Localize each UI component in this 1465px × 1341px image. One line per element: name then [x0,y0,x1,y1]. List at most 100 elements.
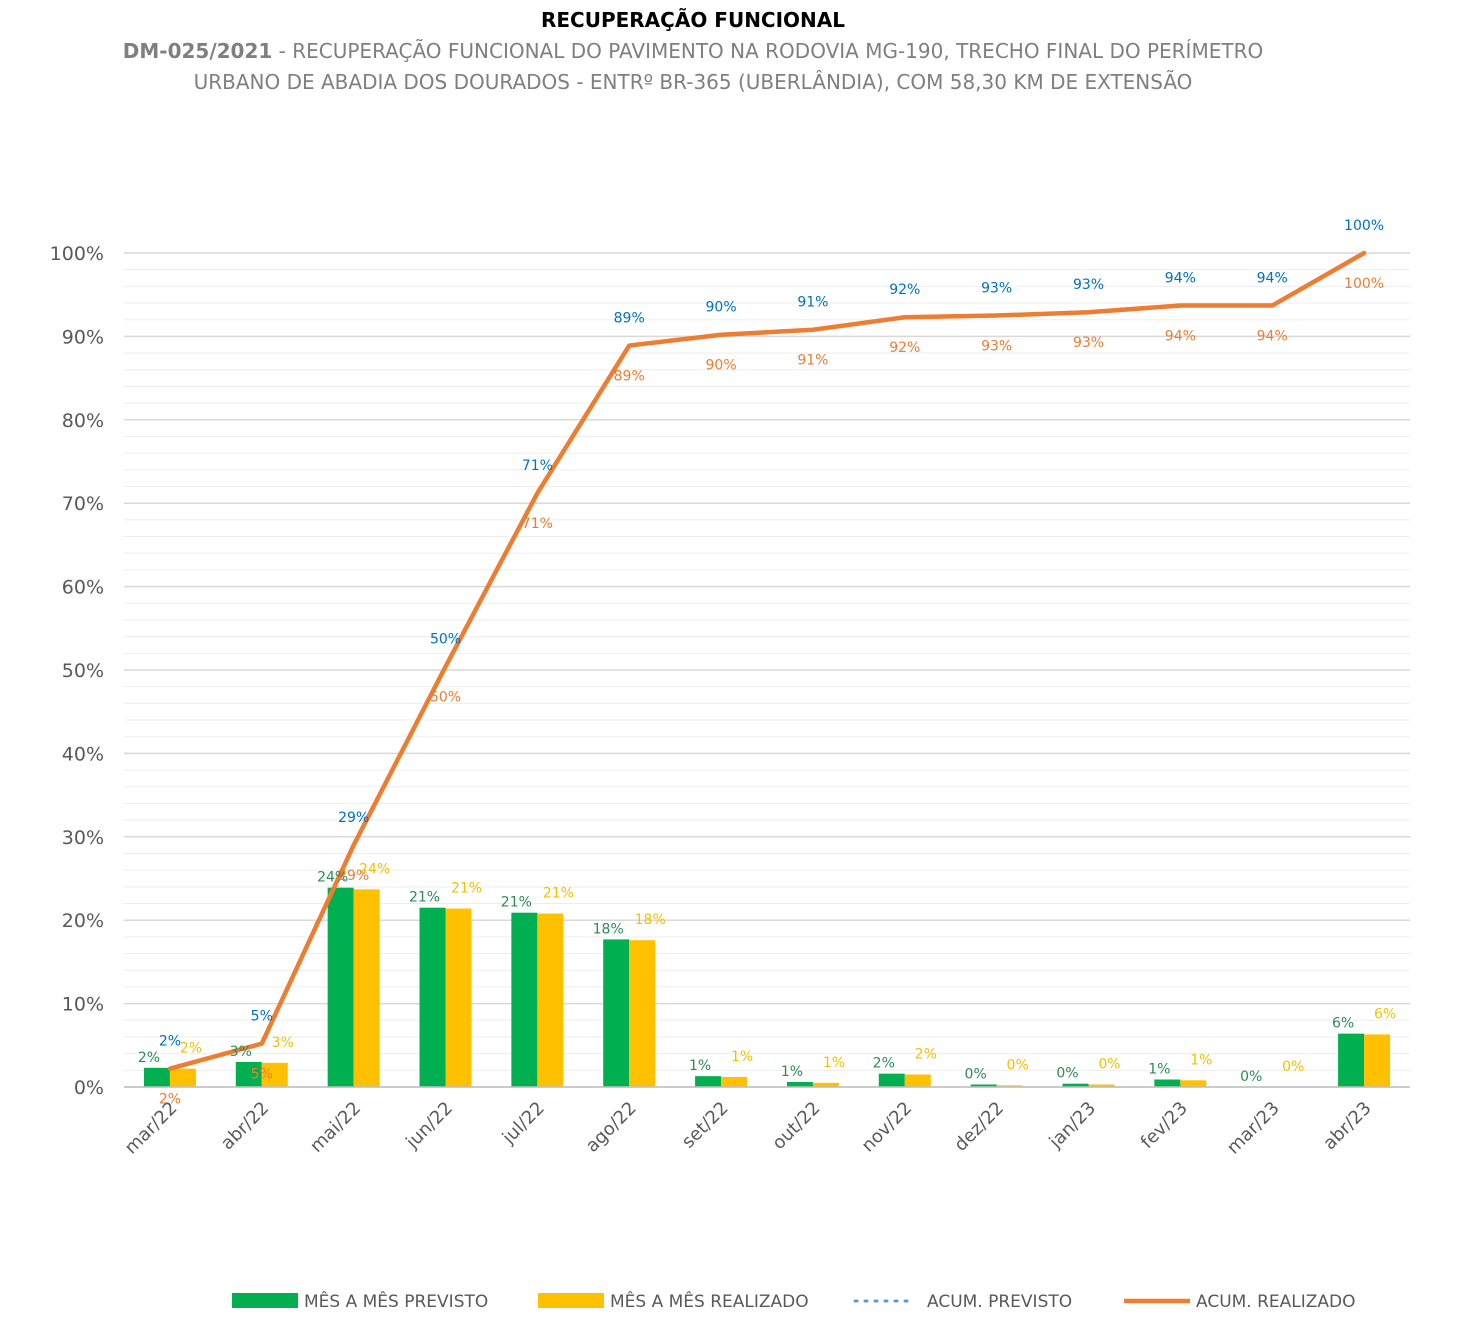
chart-subtitle-text: - RECUPERAÇÃO FUNCIONAL DO PAVIMENTO NA … [272,39,1263,63]
data-label-acum-previsto: 71% [522,458,553,474]
x-tick-label: nov/22 [858,1098,917,1157]
bar-previsto [970,1084,997,1087]
data-label-acum-previsto: 100% [1344,218,1384,234]
data-label-previsto: 18% [593,921,624,937]
bar-previsto [1062,1083,1089,1087]
data-label-previsto: 3% [230,1044,252,1060]
data-label-acum-realizado: 89% [614,369,645,385]
bar-realizado [169,1068,196,1087]
bar-realizado [629,940,656,1087]
bar-previsto [786,1081,813,1087]
data-label-acum-previsto: 93% [981,281,1012,297]
x-tick-label: abr/22 [217,1098,273,1154]
x-tick-label: mar/23 [1223,1098,1284,1159]
chart-title: RECUPERAÇÃO FUNCIONAL [541,8,845,32]
data-labels: 2% 3%24%21% 21%18%1% 1%2%0% 0% 1% 0%6%2% 3%24%2… [138,218,1396,1108]
x-tick-label: ago/22 [582,1098,641,1157]
data-label-realizado: 1% [731,1049,753,1065]
data-label-acum-realizado: 94% [1257,329,1288,345]
x-tick-label: jun/22 [401,1098,457,1154]
x-tick-label: out/22 [768,1098,824,1154]
data-label-previsto: 1% [1148,1061,1170,1077]
data-label-acum-realizado: 91% [797,353,828,369]
x-tick-label: mar/22 [121,1098,182,1159]
data-label-acum-realizado: 92% [889,340,920,356]
y-axis: 0% 10% 20% 30% 40% 50% 60% 70% 80% 90% 100% [50,243,104,1099]
data-label-acum-previsto: 92% [889,282,920,298]
bar-previsto [695,1076,722,1087]
data-label-previsto: 21% [409,890,440,906]
data-label-acum-realizado: 2% [159,1092,181,1108]
line-acum-realizado [167,250,1367,1071]
y-tick-label: 40% [62,743,104,765]
legend-label-acum-previsto: ACUM. PREVISTO [927,1292,1072,1312]
data-label-acum-realizado: 93% [981,339,1012,355]
data-label-acum-previsto: 5% [251,1009,273,1025]
bar-realizado [1364,1034,1391,1087]
data-label-realizado: 2% [915,1046,937,1062]
legend-swatch-realizado [538,1293,604,1308]
data-label-realizado: 2% [180,1041,202,1057]
bar-previsto [1154,1079,1181,1087]
data-label-acum-realizado: 50% [430,690,461,706]
bar-realizado [721,1076,748,1087]
data-label-acum-previsto: 91% [797,295,828,311]
y-tick-label: 100% [50,243,104,265]
data-label-acum-previsto: 94% [1165,271,1196,287]
data-label-previsto: 0% [1056,1066,1078,1082]
bar-realizado [353,889,380,1087]
y-tick-label: 50% [62,660,104,682]
x-tick-label: fev/23 [1137,1098,1192,1153]
bar-previsto [878,1073,905,1087]
data-label-realizado: 1% [1190,1052,1212,1068]
data-label-realizado: 6% [1374,1006,1396,1022]
chart-subtitle-line-1: DM-025/2021 - RECUPERAÇÃO FUNCIONAL DO P… [123,39,1263,63]
data-label-previsto: 0% [1240,1069,1262,1085]
data-label-realizado: 24% [359,861,390,877]
data-label-acum-previsto: 2% [159,1034,181,1050]
x-tick-label: jul/22 [498,1098,549,1149]
bar-realizado [1088,1084,1115,1087]
data-label-acum-realizado: 90% [706,358,737,374]
bar-previsto [603,939,630,1087]
x-tick-label: dez/22 [950,1098,1008,1156]
data-label-previsto: 21% [501,895,532,911]
data-label-acum-previsto: 94% [1257,271,1288,287]
legend-label-previsto: MÊS A MÊS PREVISTO [304,1290,488,1312]
data-label-acum-previsto: 50% [430,632,461,648]
bar-previsto [235,1061,262,1087]
data-label-realizado: 21% [543,886,574,902]
data-label-previsto: 24% [317,870,348,886]
x-tick-label: set/22 [678,1098,733,1153]
bars [143,887,1391,1087]
bar-realizado [904,1074,931,1087]
y-tick-label: 70% [62,493,104,515]
x-axis: mar/22 abr/22 mai/22 jun/22 jul/22 ago/22 set/… [121,1086,1410,1159]
data-label-previsto: 2% [873,1056,895,1072]
bar-realizado [537,913,564,1087]
bar-realizado [261,1062,288,1087]
data-label-realizado: 1% [823,1055,845,1071]
bar-realizado [996,1085,1023,1087]
data-label-realizado: 18% [635,912,666,928]
lines [167,250,1367,1071]
y-tick-label: 10% [62,994,104,1016]
data-label-previsto: 1% [689,1058,711,1074]
data-label-acum-previsto: 89% [614,311,645,327]
legend-swatch-previsto [232,1293,298,1308]
data-label-previsto: 1% [781,1064,803,1080]
y-tick-label: 60% [62,577,104,599]
data-label-realizado: 0% [1098,1056,1120,1072]
data-label-acum-realizado: 29% [338,868,369,884]
y-tick-label: 20% [62,910,104,932]
bar-realizado [445,908,472,1087]
data-label-previsto: 6% [1332,1016,1354,1032]
data-label-acum-previsto: 29% [338,810,369,826]
x-tick-label: mai/22 [306,1098,365,1157]
data-label-acum-realizado: 94% [1165,329,1196,345]
chart-subtitle-code: DM-025/2021 [123,39,273,63]
chart-subtitle-line-2: URBANO DE ABADIA DOS DOURADOS - ENTRº BR… [194,70,1193,94]
bar-realizado [1180,1080,1207,1087]
y-tick-label: 30% [62,827,104,849]
data-label-realizado: 21% [451,881,482,897]
